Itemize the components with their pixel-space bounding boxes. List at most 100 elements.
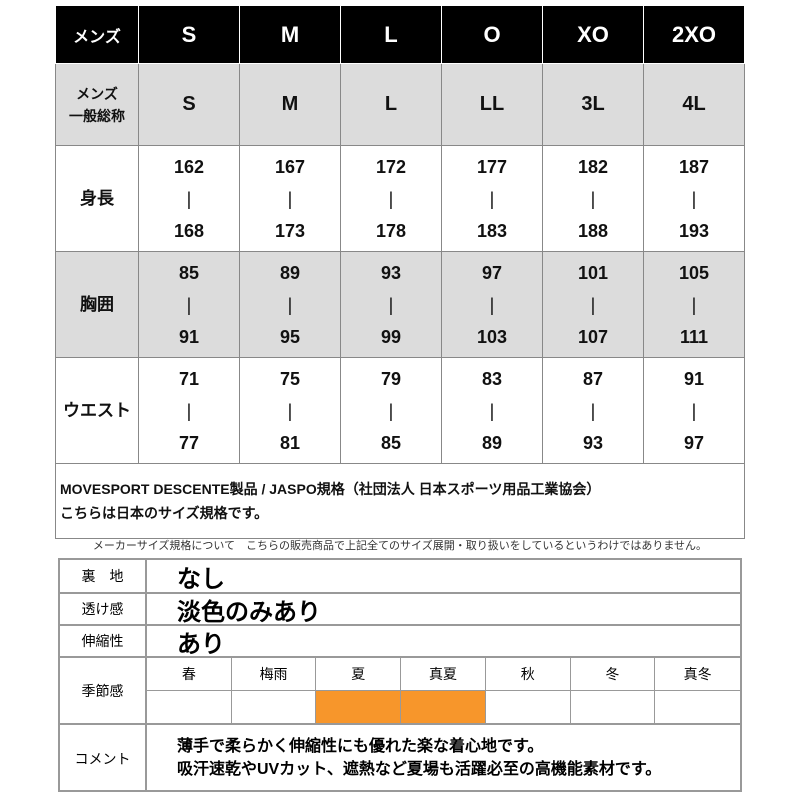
- spec-row-lining: 裏 地 なし: [60, 560, 740, 594]
- spec-row-stretch: 伸縮性 あり: [60, 626, 740, 658]
- size-cell: M: [239, 63, 341, 146]
- season-name: 梅雨: [231, 658, 317, 691]
- size-cell: S: [138, 5, 240, 64]
- season-indicator: [655, 691, 740, 724]
- range-cell: 187 | 193: [643, 145, 745, 252]
- season-name: 真夏: [401, 658, 486, 691]
- spec-label: 裏 地: [60, 560, 147, 592]
- measure-label: 身長: [55, 145, 139, 252]
- measure-label: ウエスト: [55, 357, 139, 464]
- size-cell: L: [340, 63, 442, 146]
- range-min: 167: [274, 156, 306, 177]
- comment-line: 吸汗速乾やUVカット、遮熱など夏場も活躍必至の高機能素材です。: [177, 761, 662, 778]
- range-separator: |: [287, 294, 293, 315]
- range-max: 168: [173, 220, 205, 241]
- range-min: 93: [380, 262, 402, 283]
- size-cell: XO: [542, 5, 644, 64]
- spec-label: 季節感: [60, 658, 147, 723]
- size-cell: L: [340, 5, 442, 64]
- header-label: メンズ: [55, 5, 139, 64]
- size-cell: LL: [441, 63, 543, 146]
- spec-row-comment: コメント 薄手で柔らかく伸縮性にも優れた楽な着心地です。 吸汗速乾やUVカット、遮…: [60, 725, 740, 792]
- range-min: 97: [481, 262, 503, 283]
- range-min: 101: [577, 262, 609, 283]
- caption: メーカーサイズ規格について こちらの販売商品で上記全てのサイズ展開・取り扱いをし…: [92, 540, 708, 552]
- range-min: 85: [178, 262, 200, 283]
- note-line: こちらは日本のサイズ規格です。: [60, 505, 269, 521]
- range-min: 182: [577, 156, 609, 177]
- range-cell: 177 | 183: [441, 145, 543, 252]
- range-min: 87: [582, 368, 604, 389]
- range-cell: 162 | 168: [138, 145, 240, 252]
- range-separator: |: [186, 294, 192, 315]
- season-name: 秋: [485, 658, 571, 691]
- range-max: 103: [476, 326, 508, 347]
- season-name: 夏: [316, 658, 402, 691]
- range-separator: |: [186, 400, 192, 421]
- range-max: 173: [274, 220, 306, 241]
- range-cell: 172 | 178: [340, 145, 442, 252]
- range-min: 91: [683, 368, 705, 389]
- range-max: 91: [178, 326, 200, 347]
- range-cell: 101 | 107: [542, 251, 644, 358]
- range-max: 99: [380, 326, 402, 347]
- range-cell: 105 | 111: [643, 251, 745, 358]
- range-cell: 182 | 188: [542, 145, 644, 252]
- size-cell: O: [441, 5, 543, 64]
- range-max: 97: [683, 432, 705, 453]
- general-label: メンズ 一般総称: [55, 63, 139, 146]
- range-cell: 89 | 95: [239, 251, 341, 358]
- season-indicator: [571, 690, 656, 723]
- spec-value: あり: [177, 630, 225, 658]
- range-max: 89: [481, 432, 503, 453]
- season-name: 真冬: [655, 658, 740, 691]
- spec-value: なし: [177, 565, 225, 593]
- spec-row-season: 季節感 春梅雨夏真夏秋冬真冬: [60, 658, 740, 725]
- range-separator: |: [287, 400, 293, 421]
- range-max: 77: [178, 432, 200, 453]
- comment-text: 薄手で柔らかく伸縮性にも優れた楽な着心地です。吸汗速乾やUVカット、遮熱など夏場…: [177, 735, 661, 781]
- range-cell: 83 | 89: [441, 357, 543, 464]
- range-separator: |: [590, 400, 596, 421]
- range-max: 81: [279, 432, 301, 453]
- season-indicator: [232, 690, 317, 723]
- size-cell: M: [239, 5, 341, 64]
- range-separator: |: [388, 294, 394, 315]
- range-min: 71: [178, 368, 200, 389]
- range-max: 183: [476, 220, 508, 241]
- spec-label: 透け感: [60, 594, 147, 624]
- measure-row: ウエスト 71 | 77 75 | 81 79 | 85 83 | 89 87 | 93 91 | 97: [55, 357, 745, 464]
- general-size-row: メンズ 一般総称 S M L LL 3L 4L: [55, 63, 745, 146]
- range-cell: 79 | 85: [340, 357, 442, 464]
- range-min: 177: [476, 156, 508, 177]
- note-cell: MOVESPORT DESCENTE製品 / JASPO規格（社団法人 日本スポ…: [55, 463, 745, 539]
- range-min: 89: [279, 262, 301, 283]
- range-separator: |: [489, 294, 495, 315]
- range-separator: |: [287, 188, 293, 209]
- comment-line: 薄手で柔らかく伸縮性にも優れた楽な着心地です。: [177, 738, 544, 755]
- range-min: 75: [279, 368, 301, 389]
- size-header-row: メンズ S M L O XO 2XO: [55, 5, 745, 64]
- range-cell: 75 | 81: [239, 357, 341, 464]
- season-indicator: [316, 690, 402, 723]
- spec-table: 裏 地 なし 透け感 淡色のみあり 伸縮性 あり 季節感 春梅雨夏真夏秋冬真冬 …: [58, 558, 742, 792]
- range-separator: |: [388, 188, 394, 209]
- range-separator: |: [489, 188, 495, 209]
- size-cell: S: [138, 63, 240, 146]
- range-cell: 91 | 97: [643, 357, 745, 464]
- range-separator: |: [186, 188, 192, 209]
- range-cell: 87 | 93: [542, 357, 644, 464]
- range-cell: 97 | 103: [441, 251, 543, 358]
- season-indicator: [147, 690, 232, 723]
- range-cell: 71 | 77: [138, 357, 240, 464]
- range-max: 111: [679, 326, 709, 347]
- range-max: 95: [279, 326, 301, 347]
- range-separator: |: [691, 188, 697, 209]
- size-cell: 2XO: [643, 5, 745, 64]
- note-line: MOVESPORT DESCENTE製品 / JASPO規格（社団法人 日本スポ…: [60, 481, 601, 497]
- range-separator: |: [691, 400, 697, 421]
- range-min: 79: [380, 368, 402, 389]
- season-name: 春: [147, 658, 232, 691]
- range-max: 107: [577, 326, 609, 347]
- size-cell: 4L: [643, 63, 745, 146]
